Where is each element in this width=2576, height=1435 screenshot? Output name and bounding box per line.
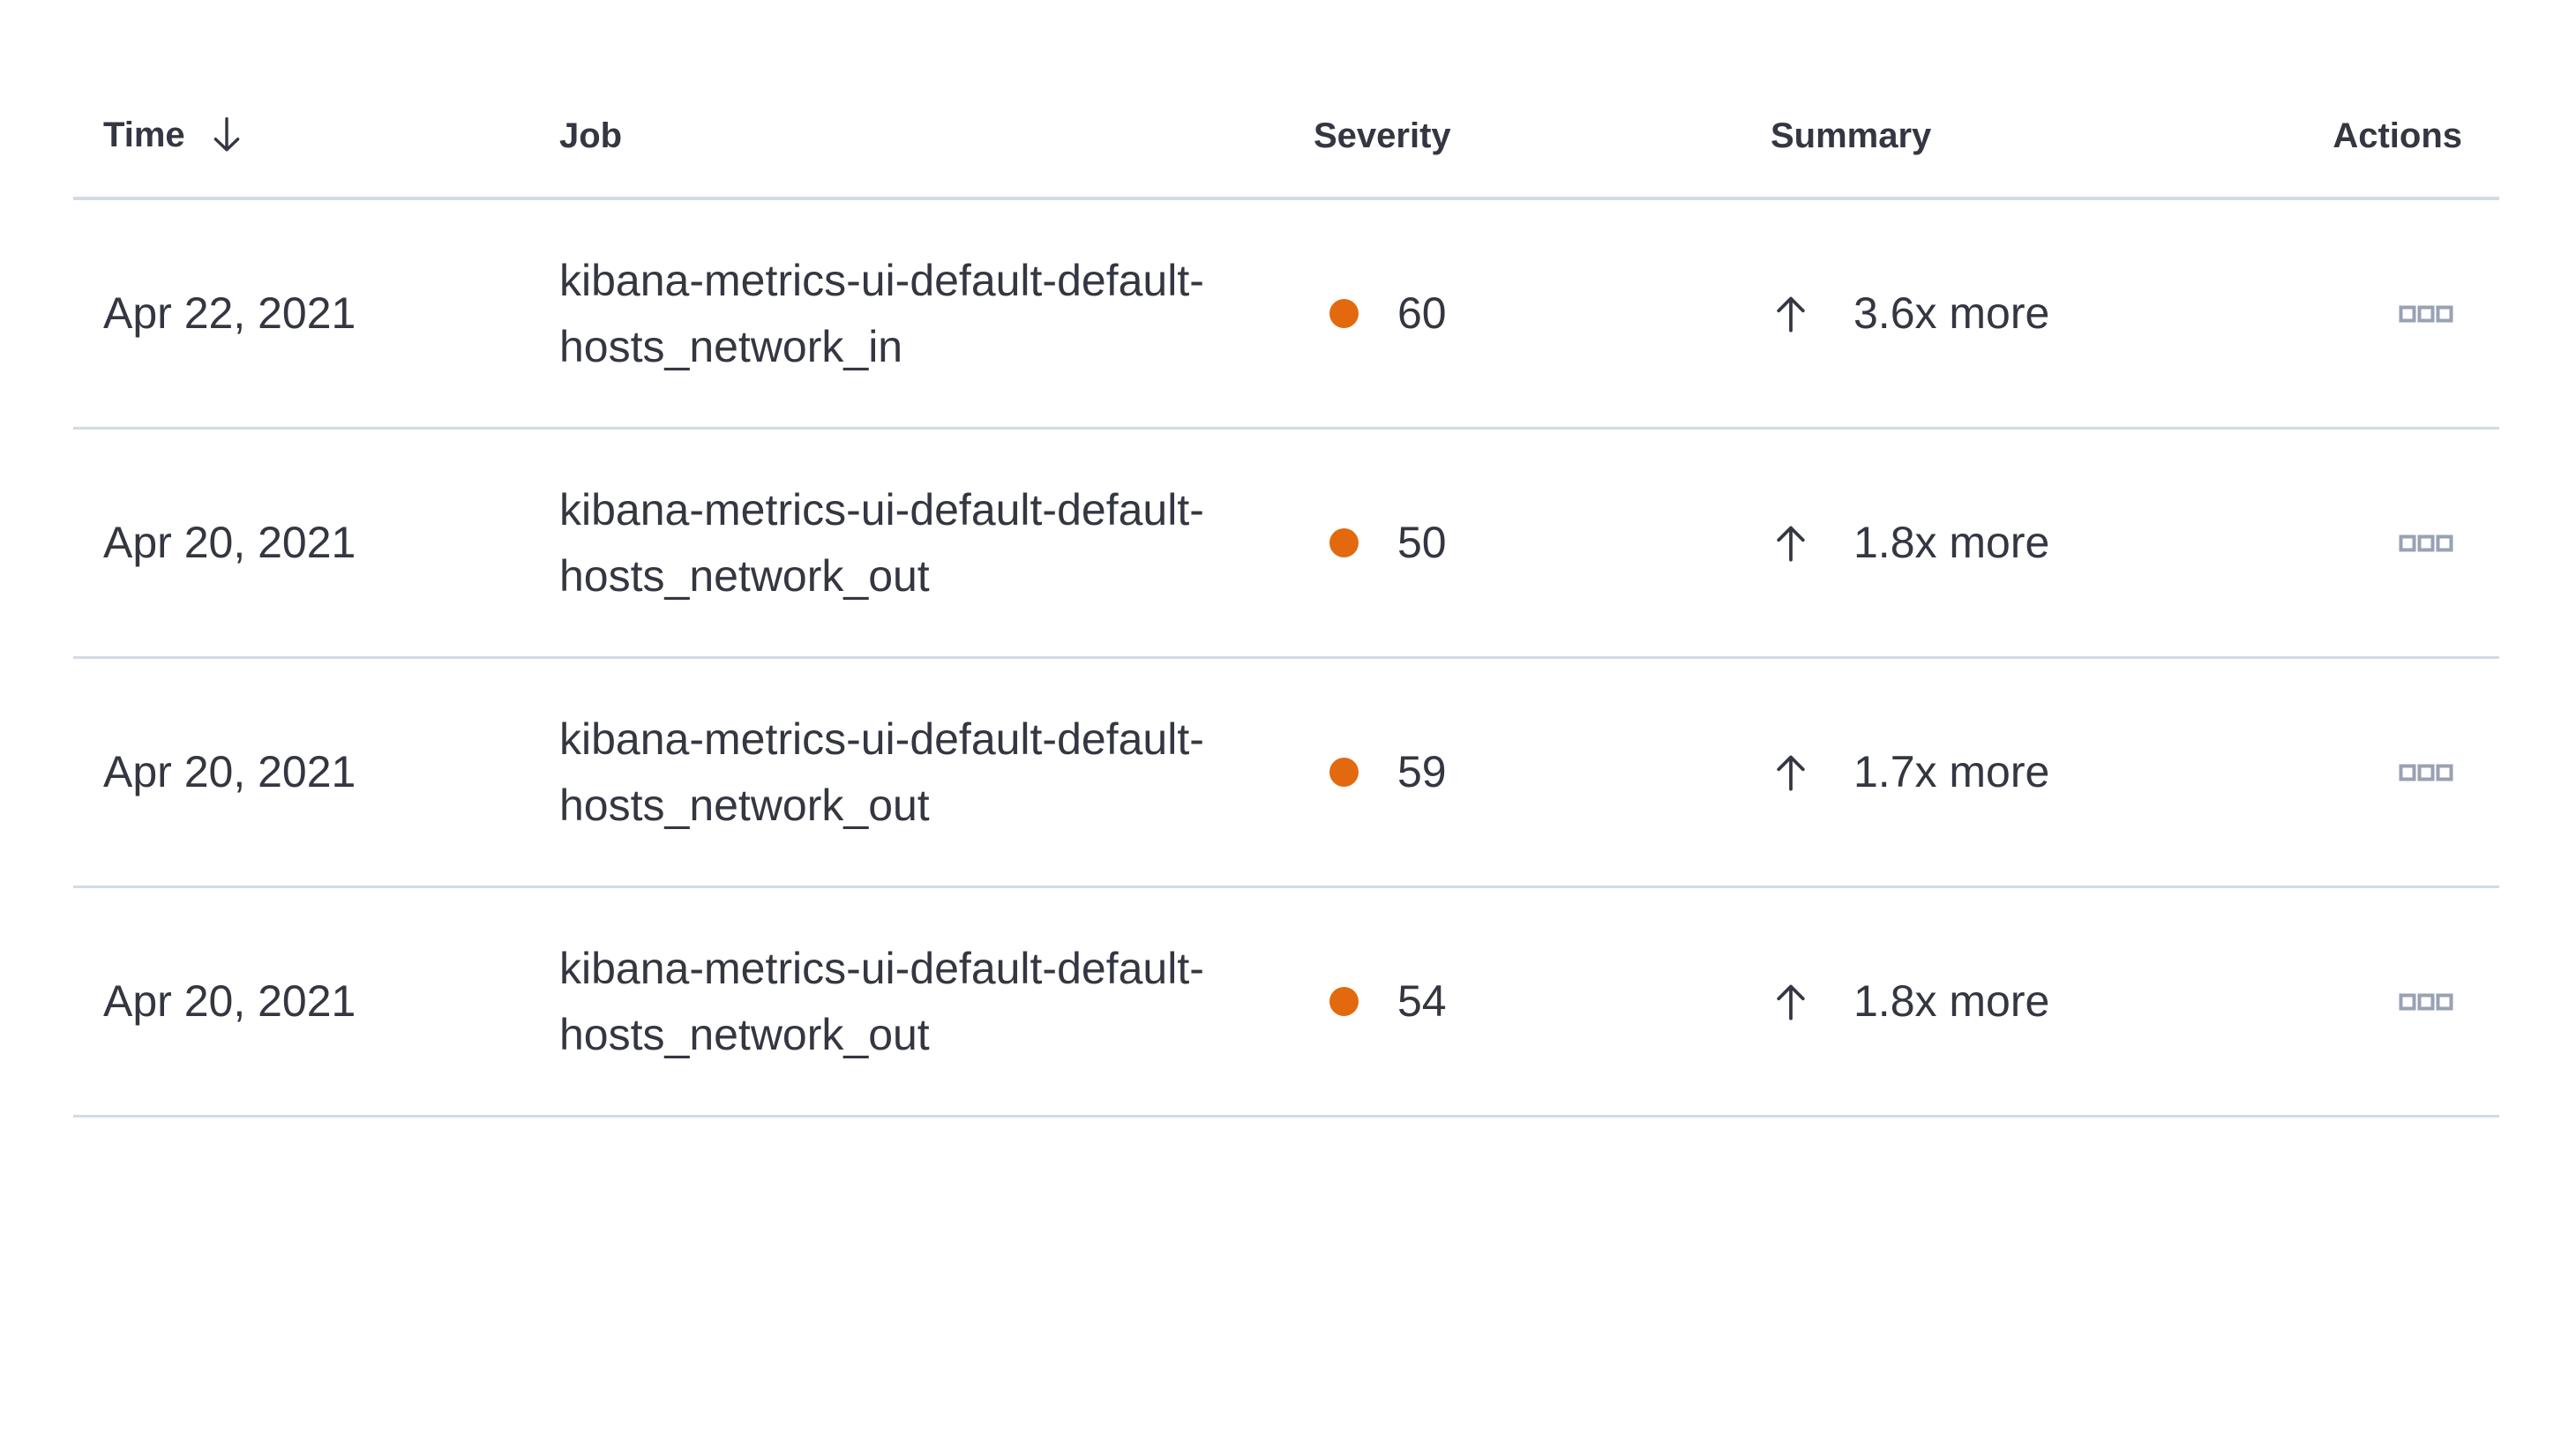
arrow-up-icon (1771, 292, 1811, 336)
summary-text: 1.7x more (1853, 746, 2050, 796)
sort-descending-arrow-icon (208, 114, 245, 156)
table-row: Apr 22, 2021 kibana-metrics-ui-default-d… (73, 200, 2499, 430)
boxes-horizontal-icon (2399, 303, 2453, 325)
severity-score: 50 (1397, 517, 1447, 567)
severity-dot-icon (1329, 299, 1359, 328)
time-cell: Apr 20, 2021 (103, 746, 356, 796)
summary-cell: 1.7x more (1741, 743, 2284, 803)
row-actions-button[interactable] (2390, 983, 2462, 1021)
table-row: Apr 20, 2021 kibana-metrics-ui-default-d… (73, 430, 2499, 659)
row-actions-button[interactable] (2390, 295, 2462, 333)
severity-dot-icon (1329, 758, 1359, 787)
time-cell: Apr 20, 2021 (103, 517, 356, 567)
anomalies-table: Time Job Severity Summary Actions Apr 22… (73, 0, 2499, 1117)
column-header-actions: Actions (2284, 116, 2499, 197)
column-header-time-label: Time (103, 115, 185, 154)
severity-score: 59 (1397, 746, 1447, 796)
table-header-row: Time Job Severity Summary Actions (73, 0, 2499, 200)
column-header-summary-label: Summary (1771, 116, 1932, 155)
boxes-horizontal-icon (2399, 533, 2453, 554)
column-header-actions-label: Actions (2333, 116, 2462, 155)
boxes-horizontal-icon (2399, 762, 2453, 783)
summary-cell: 1.8x more (1741, 513, 2284, 573)
actions-cell (2284, 295, 2499, 333)
column-header-summary: Summary (1741, 116, 2284, 197)
table-body: Apr 22, 2021 kibana-metrics-ui-default-d… (73, 200, 2499, 1117)
boxes-horizontal-icon (2399, 991, 2453, 1013)
severity-cell: 60 (1284, 284, 1741, 344)
table-row: Apr 20, 2021 kibana-metrics-ui-default-d… (73, 659, 2499, 888)
actions-cell (2284, 753, 2499, 792)
severity-cell: 59 (1284, 743, 1741, 803)
severity-dot-icon (1329, 987, 1359, 1016)
row-actions-button[interactable] (2390, 524, 2462, 563)
severity-cell: 50 (1284, 513, 1741, 573)
time-cell: Apr 22, 2021 (103, 288, 356, 338)
column-header-job: Job (529, 116, 1284, 197)
table-row: Apr 20, 2021 kibana-metrics-ui-default-d… (73, 888, 2499, 1117)
severity-score: 60 (1397, 288, 1447, 338)
summary-text: 1.8x more (1853, 517, 2050, 567)
actions-cell (2284, 524, 2499, 563)
severity-dot-icon (1329, 528, 1359, 557)
summary-cell: 3.6x more (1741, 284, 2284, 344)
job-cell: kibana-metrics-ui-default-default-hosts_… (559, 714, 1204, 830)
summary-text: 3.6x more (1853, 288, 2050, 338)
time-cell: Apr 20, 2021 (103, 975, 356, 1026)
summary-text: 1.8x more (1853, 975, 2050, 1026)
job-cell: kibana-metrics-ui-default-default-hosts_… (559, 484, 1204, 601)
summary-cell: 1.8x more (1741, 972, 2284, 1032)
column-header-severity-label: Severity (1314, 116, 1451, 155)
arrow-up-icon (1771, 751, 1811, 795)
column-header-time[interactable]: Time (73, 114, 529, 197)
severity-score: 54 (1397, 975, 1447, 1026)
severity-cell: 54 (1284, 972, 1741, 1032)
row-actions-button[interactable] (2390, 753, 2462, 792)
arrow-up-icon (1771, 980, 1811, 1024)
actions-cell (2284, 983, 2499, 1021)
job-cell: kibana-metrics-ui-default-default-hosts_… (559, 255, 1204, 371)
job-cell: kibana-metrics-ui-default-default-hosts_… (559, 943, 1204, 1059)
column-header-severity: Severity (1284, 116, 1741, 197)
column-header-job-label: Job (559, 116, 623, 155)
arrow-up-icon (1771, 521, 1811, 565)
